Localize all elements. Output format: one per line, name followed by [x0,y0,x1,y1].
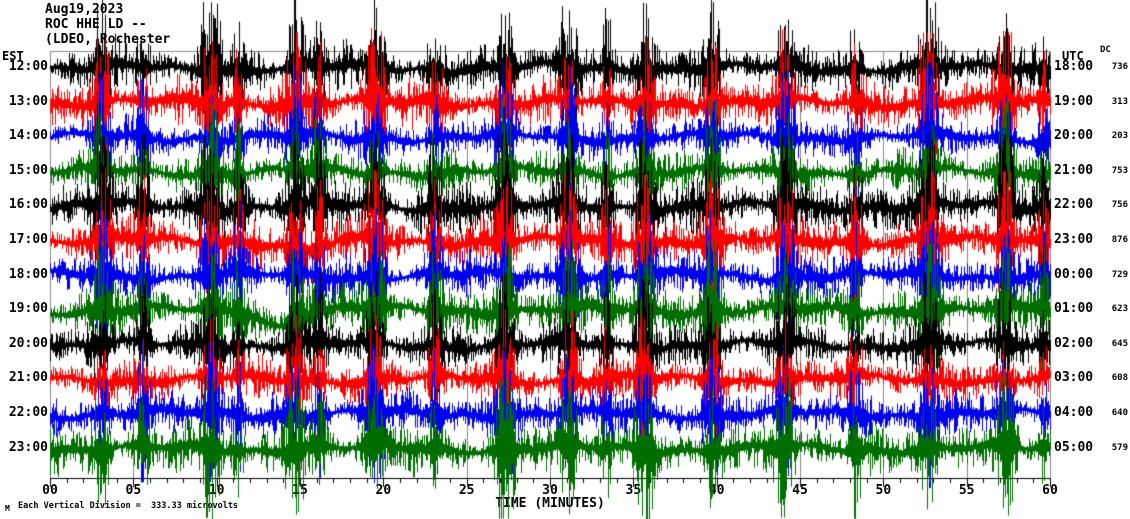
seismogram-canvas [0,0,1130,519]
helicorder-page: Aug19,2023 ROC HHE LD -- (LDEO, Rocheste… [0,0,1130,519]
